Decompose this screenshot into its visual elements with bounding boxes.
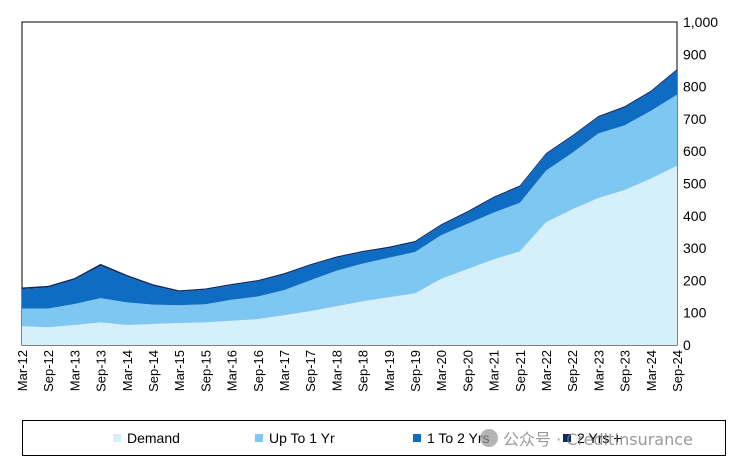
legend-swatch-1-to-2-yrs (413, 434, 421, 442)
x-tick-label: Mar-12 (15, 350, 30, 391)
area-1-to-2-yrs (22, 70, 677, 309)
y-tick-label: 200 (683, 272, 707, 288)
x-tick-label: Mar-19 (382, 350, 397, 391)
x-tick-label: Mar-15 (172, 350, 187, 391)
area-demand (22, 165, 677, 345)
x-tick-label: Sep-15 (198, 350, 213, 392)
legend: Demand Up To 1 Yr 1 To 2 Yrs 2 Yrs + (22, 420, 726, 456)
legend-label-1-to-2-yrs: 1 To 2 Yrs (427, 430, 490, 446)
x-tick-label: Mar-22 (539, 350, 554, 391)
y-tick-label: 100 (683, 305, 707, 321)
y-tick-label: 900 (683, 46, 707, 62)
y-tick-label: 500 (683, 176, 707, 192)
watermark: 公众号 · CreditInsurance (480, 428, 693, 449)
x-tick-label: Sep-20 (460, 350, 475, 392)
legend-label-2-yrs-plus: 2 Yrs + (577, 430, 622, 446)
y-tick-label: 800 (683, 79, 707, 95)
x-tick-label: Sep-21 (513, 350, 528, 392)
legend-item-demand: Demand (113, 421, 180, 455)
x-tick-label: Mar-16 (225, 350, 240, 391)
area-up-to-1-yr (22, 94, 677, 328)
x-tick-label: Sep-17 (303, 350, 318, 392)
x-tick-label: Mar-13 (67, 350, 82, 391)
legend-label-demand: Demand (127, 430, 180, 446)
x-tick-label: Mar-24 (644, 350, 659, 391)
legend-label-up-to-1-yr: Up To 1 Yr (269, 430, 335, 446)
legend-swatch-up-to-1-yr (255, 434, 263, 442)
x-tick-label: Mar-20 (434, 350, 449, 391)
legend-item-2-yrs-plus: 2 Yrs + (563, 421, 622, 455)
x-tick-label: Sep-22 (565, 350, 580, 392)
legend-item-1-to-2-yrs: 1 To 2 Yrs (413, 421, 490, 455)
y-tick-label: 600 (683, 143, 707, 159)
x-tick-label: Sep-13 (94, 350, 109, 392)
x-tick-label: Mar-23 (591, 350, 606, 391)
y-tick-label: 1,000 (683, 14, 718, 30)
y-tick-label: 700 (683, 111, 707, 127)
x-tick-label: Sep-24 (670, 350, 685, 392)
area-series-group (22, 69, 677, 345)
x-tick-label: Mar-18 (329, 350, 344, 391)
x-tick-label: Sep-12 (41, 350, 56, 392)
x-tick-label: Sep-18 (356, 350, 371, 392)
y-tick-label: 300 (683, 240, 707, 256)
x-tick-label: Sep-16 (251, 350, 266, 392)
x-axis: Mar-12 Sep-12 Mar-13 Sep-13 Mar-14 Sep-14 Mar-… (15, 350, 685, 392)
x-tick-label: Mar-14 (120, 350, 135, 391)
wechat-icon (480, 429, 498, 447)
x-tick-label: Sep-23 (618, 350, 633, 392)
watermark-text: 公众号 · CreditInsurance (503, 430, 693, 449)
legend-swatch-2-yrs-plus (563, 434, 571, 442)
y-axis: 1,000 900 800 700 600 500 400 300 200 100 0 (683, 14, 718, 353)
legend-item-up-to-1-yr: Up To 1 Yr (255, 421, 335, 455)
x-tick-label: Sep-14 (146, 350, 161, 392)
y-tick-label: 400 (683, 208, 707, 224)
x-tick-label: Mar-17 (277, 350, 292, 391)
x-tick-label: Mar-21 (487, 350, 502, 391)
y-tick-label: 0 (683, 337, 691, 353)
legend-swatch-demand (113, 434, 121, 442)
x-tick-label: Sep-19 (408, 350, 423, 392)
